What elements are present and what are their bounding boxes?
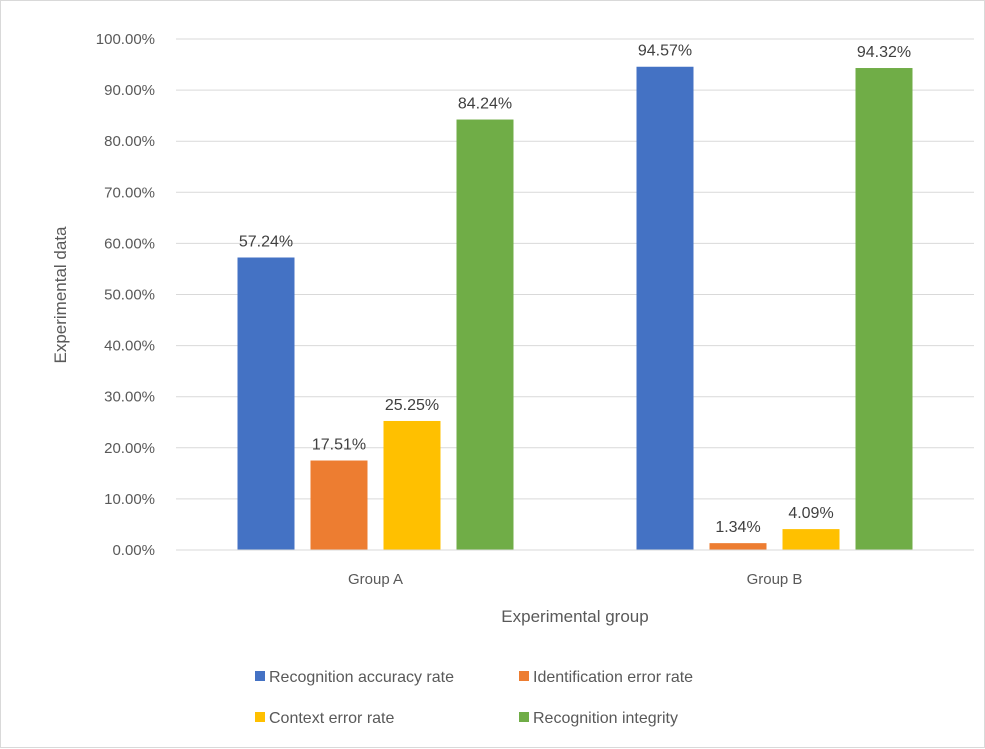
- bar: [636, 66, 694, 550]
- data-label: 94.57%: [638, 43, 692, 60]
- y-tick-label: 90.00%: [104, 82, 155, 99]
- data-label: 94.32%: [857, 44, 911, 61]
- legend-item: Recognition accuracy rate: [255, 669, 454, 686]
- x-tick-label: Group B: [747, 571, 803, 588]
- y-tick-label: 40.00%: [104, 338, 155, 355]
- data-label: 17.51%: [312, 437, 366, 454]
- y-tick-label: 80.00%: [104, 133, 155, 150]
- data-label: 25.25%: [385, 397, 439, 414]
- gridlines: [176, 38, 974, 500]
- y-tick-label: 50.00%: [104, 287, 155, 304]
- x-tick-label: Group A: [348, 571, 403, 588]
- y-tick-label: 60.00%: [104, 235, 155, 252]
- data-label: 84.24%: [458, 96, 512, 113]
- data-labels: 57.24% 17.51% 25.25% 84.24% 94.57% 1.34% 4.09%…: [239, 43, 911, 536]
- legend-item: Context error rate: [255, 710, 394, 727]
- bar: [456, 119, 514, 550]
- legend-swatch: [519, 712, 529, 722]
- y-tick-label: 30.00%: [104, 389, 155, 406]
- data-label: 1.34%: [715, 519, 760, 536]
- bars: [237, 66, 913, 550]
- bar: [383, 420, 441, 550]
- legend-label: Recognition integrity: [533, 710, 678, 727]
- bar: [782, 529, 840, 550]
- legend: Recognition accuracy rate Identification …: [255, 669, 693, 727]
- legend-item: Recognition integrity: [519, 710, 678, 727]
- y-tick-label: 70.00%: [104, 184, 155, 201]
- data-label: 4.09%: [788, 505, 833, 522]
- legend-swatch: [255, 671, 265, 681]
- legend-item: Identification error rate: [519, 669, 693, 686]
- legend-label: Recognition accuracy rate: [269, 669, 454, 686]
- legend-swatch: [519, 671, 529, 681]
- y-tick-label: 100.00%: [96, 31, 155, 48]
- y-tick-label: 0.00%: [112, 542, 155, 559]
- y-tick-label: 10.00%: [104, 491, 155, 508]
- x-axis-title: Experimental group: [501, 607, 648, 626]
- y-axis-ticks: 0.00% 10.00% 20.00% 30.00% 40.00% 50.00% 60.00…: [96, 31, 155, 559]
- bar: [855, 68, 913, 550]
- data-label: 57.24%: [239, 234, 293, 251]
- bar: [310, 460, 368, 550]
- x-axis-ticks: Group A Group B: [348, 571, 802, 588]
- legend-swatch: [255, 712, 265, 722]
- legend-label: Context error rate: [269, 710, 394, 727]
- legend-label: Identification error rate: [533, 669, 693, 686]
- y-axis-title: Experimental data: [51, 226, 70, 364]
- y-tick-label: 20.00%: [104, 440, 155, 457]
- bar: [709, 543, 767, 550]
- bar: [237, 257, 295, 550]
